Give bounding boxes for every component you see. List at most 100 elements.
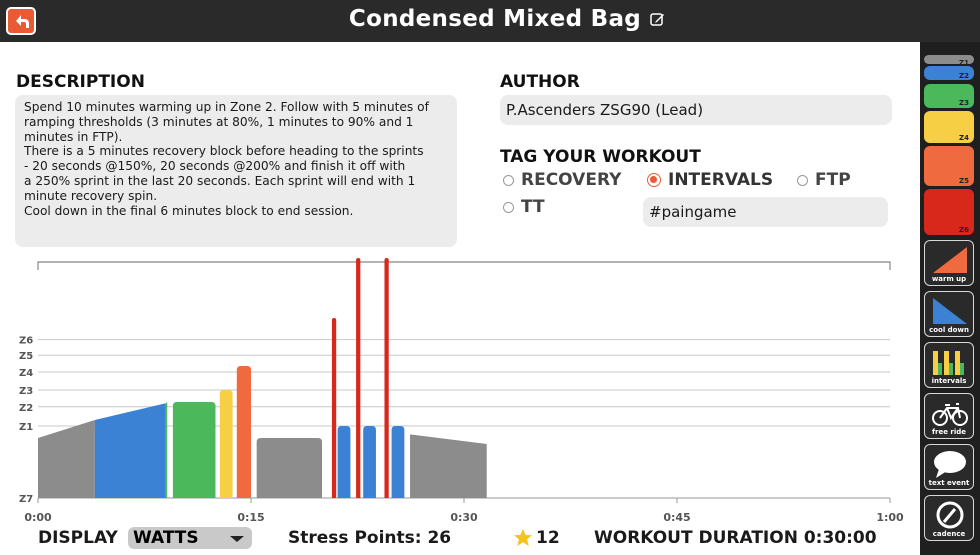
tool-label: text event: [928, 479, 970, 487]
author-field[interactable]: P.Ascenders ZSG90 (Lead): [500, 95, 892, 125]
description-line: Cool down in the final 6 minutes block t…: [24, 203, 354, 218]
description-line: - 20 seconds @150%, 20 seconds @200% and…: [24, 159, 406, 174]
x-tick-label: 0:15: [237, 511, 264, 524]
zone-axis-label: Z5: [19, 351, 33, 362]
workout-chart[interactable]: Z7 Z1 Z2 Z3 Z4 Z5 Z6 0:00 0:15 0:30 0:45 1:00: [0, 256, 920, 526]
tool-label: warm up: [931, 275, 967, 283]
zone-label: Z3: [959, 99, 969, 107]
tag-ftp[interactable]: FTP: [797, 170, 851, 190]
intervals-icon: [933, 351, 964, 375]
description-line: ramping thresholds (3 minutes at 80%, 1 …: [24, 114, 414, 129]
edit-icon[interactable]: [650, 12, 665, 27]
zone-label: Z4: [959, 134, 969, 142]
x-tick-label: 0:00: [24, 511, 52, 524]
zone-axis-label: Z7: [19, 494, 33, 505]
zone-axis-labels: Z7 Z1 Z2 Z3 Z4 Z5 Z6: [19, 336, 33, 505]
zone-axis-label: Z3: [19, 386, 33, 397]
workout-block[interactable]: [256, 438, 322, 498]
zone-6-block[interactable]: Z6: [924, 189, 974, 235]
zone-5-block[interactable]: Z5: [924, 146, 974, 186]
tool-label: intervals: [931, 377, 967, 385]
warm-up-tool[interactable]: warm up: [924, 240, 974, 286]
workout-block[interactable]: [410, 434, 487, 498]
workout-block[interactable]: [391, 426, 405, 498]
cadence-tool[interactable]: cadence: [924, 495, 974, 541]
tag-label: TT: [521, 197, 545, 217]
intervals-tool[interactable]: intervals: [924, 342, 974, 388]
radio-icon: [503, 174, 514, 186]
zone-axis-label: Z2: [19, 403, 33, 414]
time-axis-labels: 0:00 0:15 0:30 0:45 1:00: [24, 498, 904, 524]
workout-block[interactable]: [236, 366, 251, 498]
x-tick-label: 0:45: [663, 511, 690, 524]
bicycle-icon: [932, 403, 968, 426]
radio-icon: [503, 201, 514, 213]
description-line: minute recovery spin.: [24, 188, 158, 203]
zone-axis-label: Z1: [19, 422, 33, 433]
workout-blocks[interactable]: [38, 258, 487, 498]
zone-label: Z5: [959, 177, 969, 185]
cool-down-icon: [933, 298, 967, 324]
cadence-gauge-icon: [936, 501, 964, 529]
warm-up-icon: [933, 247, 967, 273]
workout-block[interactable]: [165, 402, 168, 498]
author-heading: AUTHOR: [500, 72, 580, 92]
zone-axis-label: Z4: [19, 368, 33, 379]
zone-1-block[interactable]: Z1: [924, 55, 974, 67]
workout-title[interactable]: Condensed Mixed Bag: [348, 6, 642, 32]
chart-top-bracket: [37, 261, 891, 270]
display-label: DISPLAY: [38, 528, 118, 548]
display-unit-value: WATTS: [133, 528, 199, 548]
description-heading: DESCRIPTION: [16, 72, 145, 92]
free-ride-tool[interactable]: free ride: [924, 393, 974, 439]
description-line: Spend 10 minutes warming up in Zone 2. F…: [24, 100, 429, 114]
workout-block[interactable]: [38, 420, 95, 498]
tag-tt[interactable]: TT: [503, 197, 545, 217]
tool-label: cadence: [932, 530, 966, 538]
description-box[interactable]: Spend 10 minutes warming up in Zone 2. F…: [15, 95, 457, 247]
x-tick-label: 1:00: [876, 511, 904, 524]
back-button[interactable]: [6, 7, 36, 35]
star-icon: [514, 529, 532, 546]
workout-block[interactable]: [94, 403, 166, 498]
zone-3-block[interactable]: Z3: [924, 84, 974, 108]
bottom-bar: DISPLAY WATTS Stress Points: 26 12 WORKO…: [0, 524, 920, 555]
display-unit-select[interactable]: WATTS: [128, 527, 252, 549]
workout-block[interactable]: [331, 318, 337, 498]
zone-4-block[interactable]: Z4: [924, 111, 974, 143]
radio-icon: [797, 174, 808, 186]
tag-intervals[interactable]: INTERVALS: [647, 170, 773, 190]
workout-block[interactable]: [356, 258, 361, 498]
tag-label: FTP: [815, 170, 851, 190]
description-line: minutes in FTP).: [24, 129, 123, 144]
workout-duration: WORKOUT DURATION 0:30:00: [594, 528, 877, 548]
tool-label: free ride: [931, 428, 967, 436]
description-line: a 250% sprint in the last 20 seconds. Ea…: [24, 173, 416, 188]
zone-label: Z2: [959, 72, 969, 80]
tag-label: RECOVERY: [521, 170, 622, 190]
radio-selected-icon: [647, 173, 661, 187]
custom-tag-field[interactable]: #paingame: [643, 197, 888, 227]
tags-heading: TAG YOUR WORKOUT: [500, 147, 701, 167]
stress-points: Stress Points: 26: [288, 528, 452, 548]
zone-label: Z1: [959, 59, 969, 67]
workout-block[interactable]: [172, 402, 216, 498]
zone-2-block[interactable]: Z2: [924, 66, 974, 80]
workout-block[interactable]: [384, 258, 389, 498]
x-tick-label: 0:30: [450, 511, 478, 524]
text-event-tool[interactable]: text event: [924, 444, 974, 490]
cool-down-tool[interactable]: cool down: [924, 291, 974, 337]
back-arrow-icon: [16, 15, 29, 28]
tag-recovery[interactable]: RECOVERY: [503, 170, 621, 190]
description-line: There is a 5 minutes recovery block befo…: [24, 144, 424, 159]
tool-label: cool down: [929, 326, 969, 334]
title-bar: Condensed Mixed Bag: [0, 0, 980, 42]
workout-block[interactable]: [363, 426, 376, 498]
tag-label: INTERVALS: [668, 170, 774, 190]
speech-bubble-icon: [934, 451, 966, 478]
star-count: 12: [536, 528, 560, 548]
workout-block[interactable]: [219, 390, 233, 498]
zone-axis-label: Z6: [19, 336, 33, 347]
workout-block[interactable]: [337, 426, 351, 498]
